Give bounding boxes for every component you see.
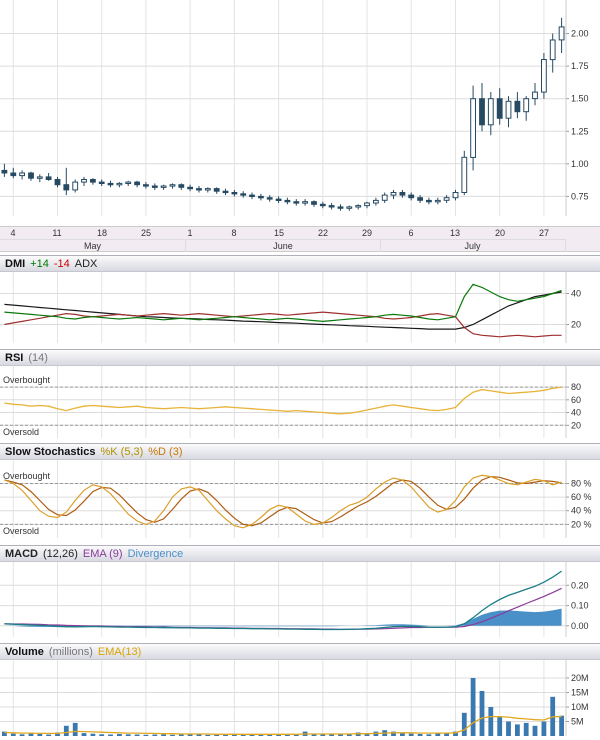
svg-text:20: 20 xyxy=(571,420,581,430)
date-tick-label: 18 xyxy=(96,228,107,238)
macd-header: MACD (12,26) EMA (9) Divergence xyxy=(0,545,600,562)
svg-text:1.75: 1.75 xyxy=(571,61,589,71)
date-tick-label: 8 xyxy=(231,228,237,238)
svg-text:1.00: 1.00 xyxy=(571,159,589,169)
svg-text:20: 20 xyxy=(571,320,581,330)
dmi-header: DMI +14 -14 ADX xyxy=(0,255,600,272)
rsi-panel: 80 60 40 20 Overbought Oversold xyxy=(0,366,600,440)
month-label: July xyxy=(380,239,566,252)
rsi-header: RSI (14) xyxy=(0,349,600,366)
svg-text:20M: 20M xyxy=(571,673,589,683)
date-tick-label: 20 xyxy=(494,228,505,238)
macd-panel: 0.20 0.10 0.00 xyxy=(0,562,600,640)
dmi-adx-label: ADX xyxy=(74,257,98,270)
price-panel: 2.00 1.75 1.50 1.25 1.00 0.75 xyxy=(0,0,600,226)
svg-text:10M: 10M xyxy=(571,702,589,712)
rsi-overbought-label: Overbought xyxy=(3,375,51,385)
stochastics-header: Slow Stochastics %K (5,3) %D (3) xyxy=(0,443,600,460)
dmi-chart: 40 20 xyxy=(0,272,581,343)
svg-text:20 %: 20 % xyxy=(571,519,592,529)
month-label: May xyxy=(0,239,186,252)
stochastics-panel: 80 % 60 % 40 % 20 % Overbought Oversold xyxy=(0,460,600,542)
macd-chart: 0.20 0.10 0.00 xyxy=(0,562,589,637)
stochastics-d-label: %D (3) xyxy=(148,445,183,458)
svg-text:40: 40 xyxy=(571,408,581,418)
date-tick-label: 13 xyxy=(449,228,460,238)
svg-text:40 %: 40 % xyxy=(571,506,592,516)
svg-text:60: 60 xyxy=(571,395,581,405)
svg-text:0.20: 0.20 xyxy=(571,580,589,590)
svg-text:5M: 5M xyxy=(571,717,584,727)
rsi-title: RSI xyxy=(5,351,24,364)
svg-text:15M: 15M xyxy=(571,688,589,698)
svg-text:60 %: 60 % xyxy=(571,492,592,502)
volume-header: Volume (millions) EMA(13) xyxy=(0,643,600,660)
volume-units-label: (millions) xyxy=(48,645,93,658)
macd-divergence-label: Divergence xyxy=(127,547,184,560)
svg-text:2.00: 2.00 xyxy=(571,29,589,39)
dmi-panel: 40 20 xyxy=(0,272,600,346)
date-tick-label: 25 xyxy=(140,228,151,238)
stochastics-overbought-label: Overbought xyxy=(3,471,51,481)
svg-text:40: 40 xyxy=(571,289,581,299)
macd-ema-label: EMA (9) xyxy=(82,547,123,560)
date-tick-label: 15 xyxy=(273,228,284,238)
dmi-title: DMI xyxy=(5,257,26,270)
volume-chart: 20M 15M 10M 5M xyxy=(0,660,589,736)
date-tick-label: 4 xyxy=(10,228,16,238)
date-tick-label: 11 xyxy=(52,228,62,238)
month-label: June xyxy=(186,239,381,252)
date-tick-label: 22 xyxy=(317,228,328,238)
svg-text:0.75: 0.75 xyxy=(571,191,589,201)
dmi-minus-di-label: -14 xyxy=(53,257,70,270)
rsi-param-label: (14) xyxy=(28,351,48,364)
svg-text:1.25: 1.25 xyxy=(571,126,589,136)
svg-text:1.50: 1.50 xyxy=(571,94,589,104)
date-tick-label: 29 xyxy=(361,228,372,238)
macd-title: MACD xyxy=(5,547,38,560)
volume-panel: 20M 15M 10M 5M xyxy=(0,660,600,738)
stochastics-title: Slow Stochastics xyxy=(5,445,96,458)
stochastics-oversold-label: Oversold xyxy=(3,526,40,536)
svg-text:80 %: 80 % xyxy=(571,479,592,489)
rsi-chart: 80 60 40 20 xyxy=(0,366,581,438)
date-axis: 4 11 18 25 1 8 15 22 29 6 13 20 27 May June July xyxy=(0,226,600,252)
macd-param-label: (12,26) xyxy=(43,547,78,560)
rsi-oversold-label: Oversold xyxy=(3,427,40,437)
date-tick-label: 27 xyxy=(538,228,549,238)
stochastics-chart: 80 % 60 % 40 % 20 % xyxy=(0,460,592,538)
dmi-plus-di-label: +14 xyxy=(30,257,49,270)
date-tick-label: 1 xyxy=(187,228,193,238)
svg-text:80: 80 xyxy=(571,382,581,392)
volume-title: Volume xyxy=(5,645,44,658)
svg-text:0.10: 0.10 xyxy=(571,601,589,611)
date-tick-label: 6 xyxy=(408,228,414,238)
svg-text:0.00: 0.00 xyxy=(571,621,589,631)
volume-ema-label: EMA(13) xyxy=(97,645,142,658)
stochastics-k-label: %K (5,3) xyxy=(100,445,144,458)
price-candlestick-chart: 2.00 1.75 1.50 1.25 1.00 0.75 xyxy=(0,0,589,216)
